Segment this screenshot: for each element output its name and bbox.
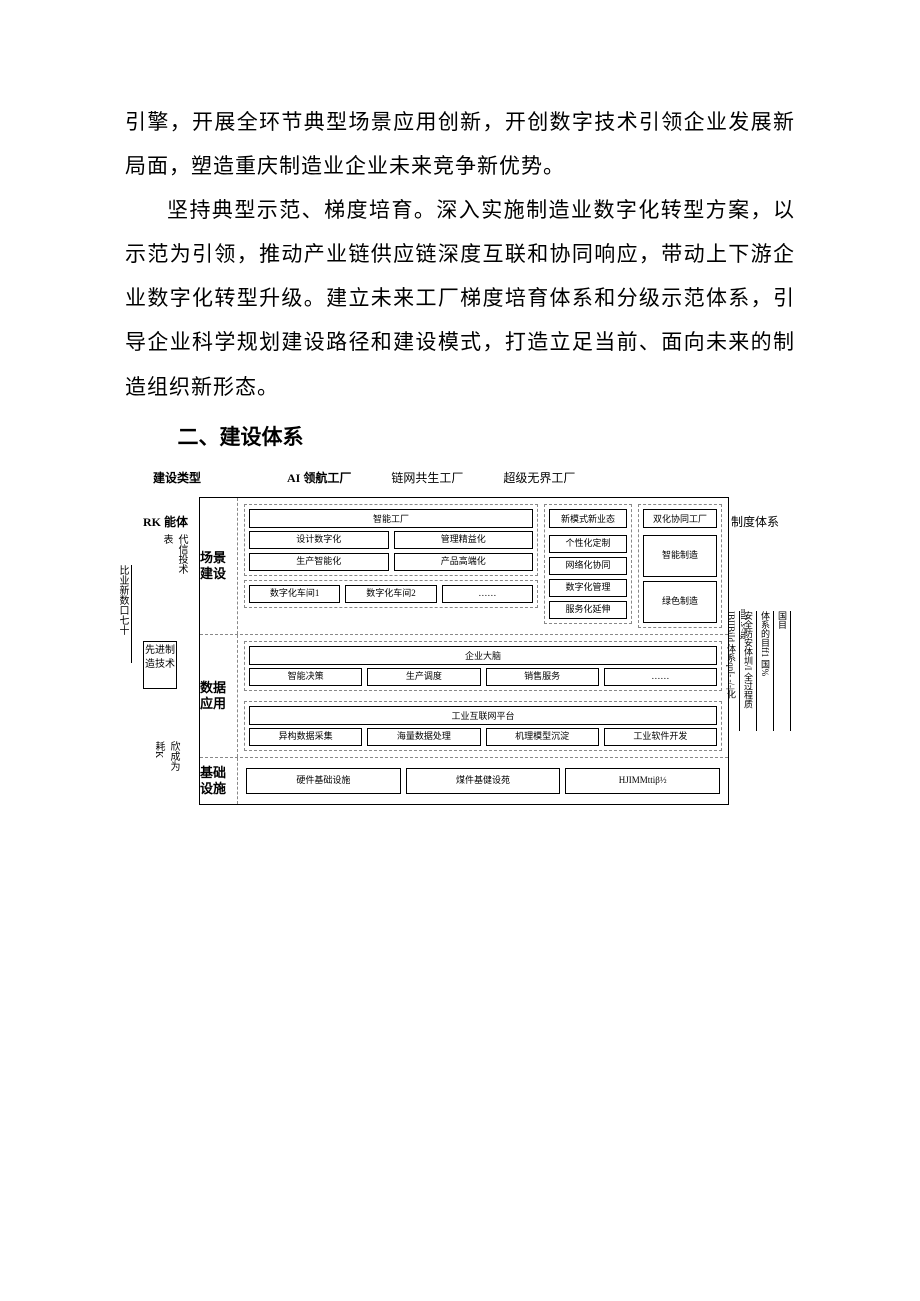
chip-digmgmt: 数字化管理 — [549, 579, 627, 597]
dual-header: 双化协同工厂 — [643, 509, 717, 528]
chip-sw: 工业软件开发 — [604, 728, 717, 746]
label-xin: 欣成为 耗K — [151, 741, 181, 777]
section-heading: 二、建设体系 — [125, 421, 795, 451]
chip-prod: 生产智能化 — [249, 553, 389, 571]
chip-svcext: 服务化延伸 — [549, 601, 627, 619]
chip-sales: 销售服务 — [486, 668, 599, 686]
label-sub1: 代信投术表 — [159, 534, 189, 576]
chip-hw: 硬件基础设施 — [246, 768, 401, 794]
label-chain-factory: 链网共生工厂 — [391, 469, 463, 486]
chip-ws1: 数字化车间1 — [249, 585, 340, 603]
newmode-header: 新模式新业态 — [549, 509, 627, 528]
data-title: 数据应用 — [200, 635, 238, 757]
paragraph-1: 引擎，开展全环节典型场景应用创新，开创数字技术引领企业发展新局面，塑造重庆制造业… — [125, 100, 795, 188]
paragraph-2: 坚持典型示范、梯度培育。深入实施制造业数字化转型方案，以示范为引领，推动产业链供… — [125, 188, 795, 408]
label-rk: RK 能体 — [143, 513, 198, 530]
label-ai-factory: AI 领航工厂 — [287, 469, 351, 486]
chip-net: HJIMMttiβ½ — [565, 768, 720, 794]
chip-model: 机理模型沉淀 — [486, 728, 599, 746]
label-v4: 国目 — [776, 611, 791, 731]
label-super-factory: 超级无界工厂 — [503, 469, 575, 486]
chip-mgmt: 管理精益化 — [394, 531, 534, 549]
chip-bigdata: 海量数据处理 — [367, 728, 480, 746]
architecture-diagram: 建设类型 AI 领航工厂 链网共生工厂 超级无界工厂 RK 能体 代信投术表 比… — [125, 469, 795, 799]
smart-factory-header: 智能工厂 — [249, 509, 533, 528]
box-advanced-mfg: 先进制造技术 — [143, 641, 177, 689]
iiot-header: 工业互联网平台 — [249, 706, 717, 725]
label-build-type: 建设类型 — [153, 469, 201, 486]
scene-title: 场景建设 — [200, 498, 238, 634]
chip-schedule: 生产调度 — [367, 668, 480, 686]
chip-decision: 智能决策 — [249, 668, 362, 686]
chip-ws3: …… — [442, 585, 533, 603]
chip-smartmfg: 智能制造 — [643, 535, 717, 577]
chip-hetero: 异构数据采集 — [249, 728, 362, 746]
chip-netcollab: 网络化协同 — [549, 557, 627, 575]
label-v3: 体系的目ff1 国% — [759, 611, 774, 731]
label-vertical-side: 比业新数口七十 — [115, 565, 132, 663]
infra-title: 基础设施 — [200, 758, 238, 804]
section-scene: 场景建设 智能工厂 设计数字化 管理精益化 生产智能化 产品高端化 — [200, 498, 728, 635]
chip-ws2: 数字化车间2 — [345, 585, 436, 603]
chip-design: 设计数字化 — [249, 531, 389, 549]
diagram-right-labels: 制度体系 IBIIBiId 体系qnI- -/-|化 安全防安体圳/I 全过程质… — [731, 513, 795, 530]
diagram-main: 场景建设 智能工厂 设计数字化 管理精益化 生产智能化 产品高端化 — [199, 497, 729, 805]
section-infra: 基础设施 硬件基础设施 煤件基健设苑 HJIMMttiβ½ — [200, 758, 728, 804]
brain-header: 企业大脑 — [249, 646, 717, 665]
diagram-top-labels: 建设类型 AI 领航工厂 链网共生工厂 超级无界工厂 — [125, 469, 795, 486]
chip-custom: 个性化定制 — [549, 535, 627, 553]
chip-sw2: 煤件基健设苑 — [406, 768, 561, 794]
section-data: 数据应用 企业大脑 智能决策 生产调度 销售服务 …… 工业互联网平台 异构数据… — [200, 635, 728, 758]
side-note: mil .s<hg — [739, 609, 748, 639]
chip-more1: …… — [604, 668, 717, 686]
chip-greenmfg: 绿色制造 — [643, 581, 717, 623]
chip-product: 产品高端化 — [394, 553, 534, 571]
diagram-left-labels: RK 能体 代信投术表 比业新数口七十 先进制造技术 欣成为 耗K — [125, 513, 198, 576]
label-system: 制度体系 — [731, 513, 795, 530]
